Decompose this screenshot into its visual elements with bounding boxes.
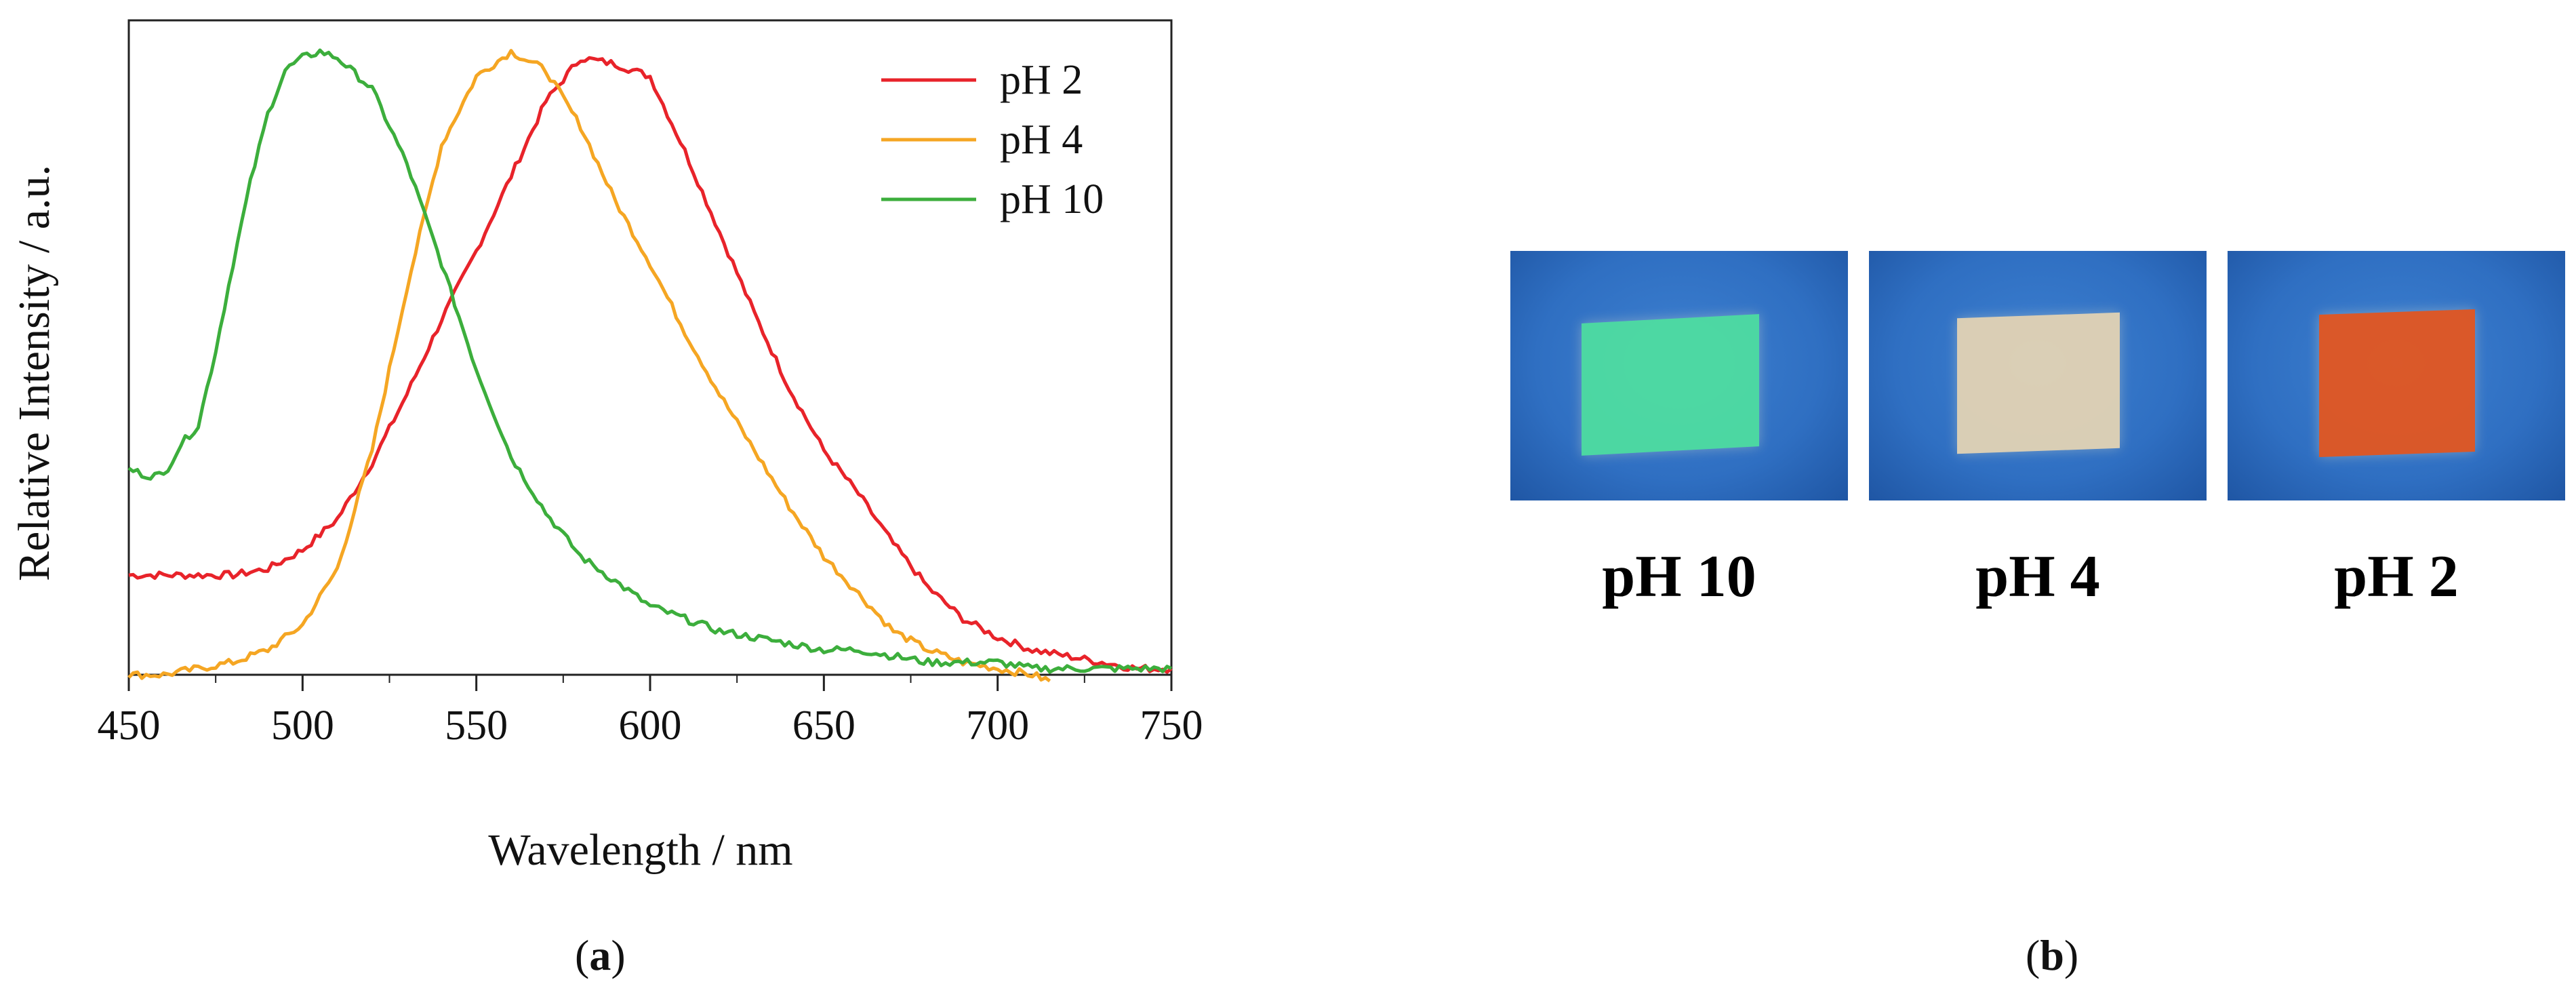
series-line-ph-4 bbox=[127, 49, 1051, 683]
photo-caption-ph4: pH 4 bbox=[1975, 544, 2100, 610]
photo-ph2-film bbox=[2228, 251, 2565, 500]
film-ph10 bbox=[1582, 314, 1759, 456]
x-tick-label: 550 bbox=[445, 703, 508, 749]
x-tick-label: 650 bbox=[792, 703, 856, 749]
film-ph4 bbox=[1957, 312, 2120, 454]
panel-label-b: (b) bbox=[2026, 931, 2079, 979]
x-tick-label: 600 bbox=[619, 703, 682, 749]
legend: pH 2 pH 4 pH 10 bbox=[881, 57, 1104, 222]
photo-caption-ph2: pH 2 bbox=[2334, 544, 2459, 610]
x-axis-ticks: 450 500 550 600 650 700 750 bbox=[98, 675, 1203, 749]
y-axis-title: Relative Intensity / a.u. bbox=[9, 165, 59, 581]
legend-label: pH 2 bbox=[1000, 57, 1083, 103]
x-axis-title: Wavelength / nm bbox=[488, 825, 792, 875]
x-tick-label: 500 bbox=[271, 703, 334, 749]
legend-label: pH 4 bbox=[1000, 117, 1083, 163]
series-line-ph-10 bbox=[127, 48, 1173, 674]
photo-ph10-film bbox=[1510, 251, 1848, 500]
photo-caption-ph10: pH 10 bbox=[1602, 544, 1756, 610]
legend-label: pH 10 bbox=[1000, 176, 1104, 222]
series-line-ph-2 bbox=[128, 56, 1173, 674]
emission-spectrum-chart: 450 500 550 600 650 700 750 pH 2 pH 4 pH 10 Wave… bbox=[9, 19, 1203, 875]
photo-ph4-film bbox=[1869, 251, 2207, 500]
film-ph2 bbox=[2319, 309, 2475, 458]
panel-label-a: (a) bbox=[575, 931, 626, 979]
x-tick-label: 450 bbox=[98, 703, 161, 749]
series-lines bbox=[127, 48, 1173, 683]
x-tick-label: 750 bbox=[1140, 703, 1203, 749]
x-tick-label: 700 bbox=[966, 703, 1029, 749]
